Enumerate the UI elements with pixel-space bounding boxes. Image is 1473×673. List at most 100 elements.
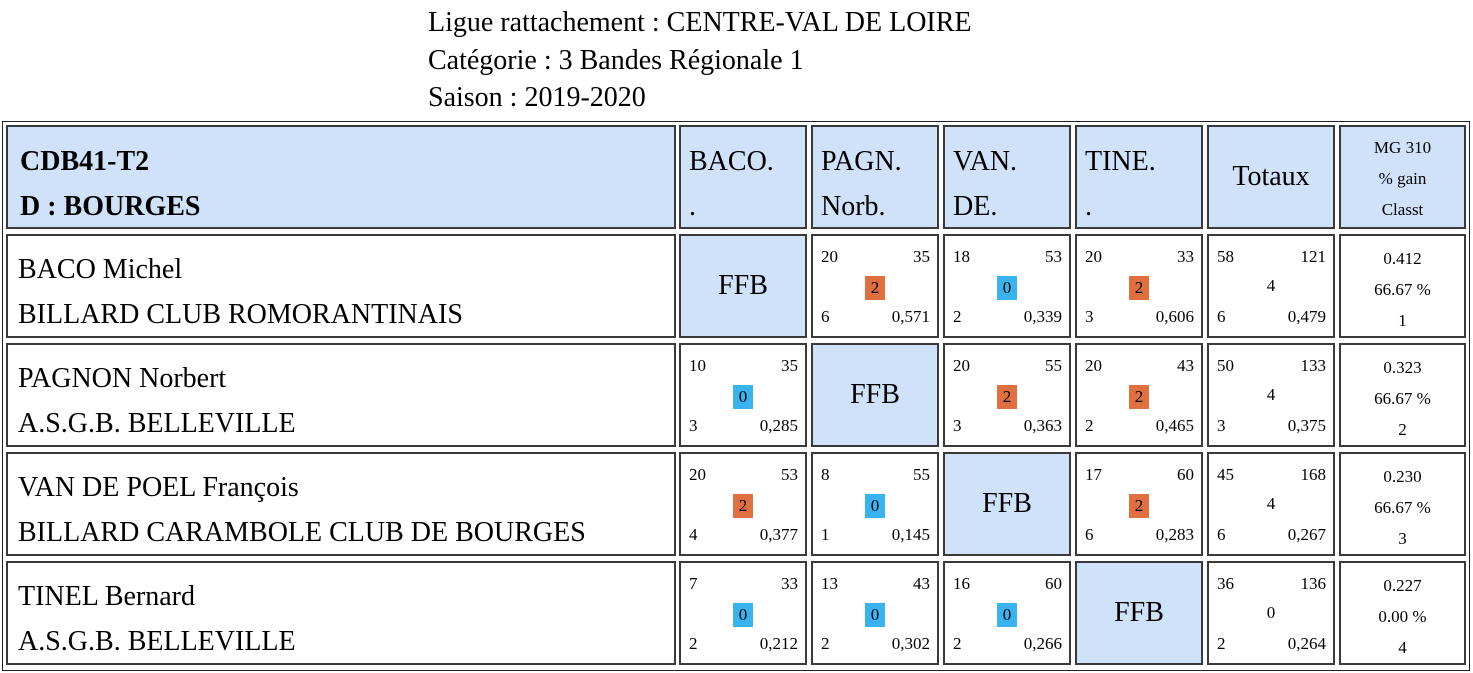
column-header-mg: MG 310 % gain Classt [1339, 125, 1466, 229]
player-name: PAGNON Norbert [18, 363, 227, 394]
match-score-wrap: 2 [813, 276, 937, 300]
match-score-wrap: 2 [1077, 494, 1201, 518]
ffb-label: FFB [850, 379, 900, 410]
player-club: BILLARD CLUB ROMORANTINAIS [18, 299, 463, 330]
gain-value: 66.67 % [1374, 389, 1431, 408]
match-series: 3 [953, 416, 962, 435]
match-reprises: 53 [781, 465, 798, 484]
match-score-badge: 2 [733, 494, 753, 518]
column-header-tinel: TINE. . [1075, 125, 1203, 229]
match-series: 2 [1085, 416, 1094, 435]
totals-cell: 45 168 4 6 0,267 [1207, 452, 1335, 556]
column-header-baco: BACO. . [679, 125, 807, 229]
gain-value: 0.00 % [1378, 607, 1427, 626]
match-moyenne: 0,266 [1023, 634, 1062, 653]
player-club: BILLARD CARAMBOLE CLUB DE BOURGES [18, 517, 586, 548]
column-header-pagnon: PAGN. Norb. [811, 125, 939, 229]
match-result-cell: 20 43 2 2 0,465 [1075, 343, 1203, 447]
match-series: 2 [689, 634, 698, 653]
total-series: 3 [1217, 416, 1226, 435]
match-score-wrap: 2 [681, 494, 805, 518]
match-series: 2 [953, 634, 962, 653]
mg-value: 0.323 [1383, 358, 1422, 377]
total-reprises: 121 [1300, 247, 1327, 266]
column-header-totals: Totaux [1207, 125, 1335, 229]
match-score-badge: 0 [733, 385, 753, 409]
rank-value: 1 [1398, 311, 1407, 330]
match-score-wrap: 0 [681, 603, 805, 627]
mg-value: 0.412 [1383, 249, 1422, 268]
match-reprises: 55 [913, 465, 930, 484]
match-series: 2 [821, 634, 830, 653]
match-result-cell: 20 53 2 4 0,377 [679, 452, 807, 556]
match-points: 20 [1085, 356, 1102, 375]
total-reprises: 168 [1300, 465, 1327, 484]
match-result-cell: 18 53 0 2 0,339 [943, 234, 1071, 338]
match-score-wrap: 2 [1077, 385, 1201, 409]
match-score-badge: 2 [997, 385, 1017, 409]
mg-cell: 0.230 66.67 % 3 [1339, 452, 1466, 556]
mg-header-line: MG 310 [1373, 138, 1432, 157]
player-cell: PAGNON Norbert A.S.G.B. BELLEVILLE [6, 343, 676, 447]
column-header-line1: PAGN. [821, 146, 902, 177]
player-cell: BACO Michel BILLARD CLUB ROMORANTINAIS [6, 234, 676, 338]
match-reprises: 33 [1177, 247, 1194, 266]
match-result-cell: 10 35 0 3 0,285 [679, 343, 807, 447]
total-moyenne: 0,479 [1287, 307, 1326, 326]
match-points: 18 [953, 247, 970, 266]
match-score-badge: 0 [997, 603, 1017, 627]
match-points: 20 [953, 356, 970, 375]
match-reprises: 35 [781, 356, 798, 375]
match-reprises: 43 [1177, 356, 1194, 375]
match-points: 17 [1085, 465, 1102, 484]
match-moyenne: 0,339 [1023, 307, 1062, 326]
match-score-wrap: 0 [813, 603, 937, 627]
gain-value: 66.67 % [1374, 498, 1431, 517]
total-moyenne: 0,264 [1287, 634, 1326, 653]
total-moyenne: 0,267 [1287, 525, 1326, 544]
match-series: 1 [821, 525, 830, 544]
match-series: 6 [821, 307, 830, 326]
match-result-cell: 20 55 2 3 0,363 [943, 343, 1071, 447]
total-score: 4 [1266, 276, 1276, 295]
gain-header-line: % gain [1378, 169, 1427, 188]
self-match-cell: FFB [679, 234, 807, 338]
column-header-line2: . [689, 191, 696, 222]
ffb-label: FFB [982, 488, 1032, 519]
match-moyenne: 0,377 [759, 525, 798, 544]
group-place: D : BOURGES [20, 191, 201, 222]
totals-cell: 58 121 4 6 0,479 [1207, 234, 1335, 338]
column-header-line1: BACO. [689, 146, 774, 177]
total-reprises: 136 [1300, 574, 1327, 593]
player-name: VAN DE POEL François [18, 472, 299, 503]
match-score-badge: 0 [865, 494, 885, 518]
totals-cell: 36 136 0 2 0,264 [1207, 561, 1335, 665]
self-match-cell: FFB [943, 452, 1071, 556]
match-result-cell: 8 55 0 1 0,145 [811, 452, 939, 556]
total-points: 45 [1217, 465, 1234, 484]
results-table: CDB41-T2 D : BOURGES BACO. . PAGN. Norb.… [2, 121, 1470, 671]
match-points: 7 [689, 574, 698, 593]
match-score-wrap: 2 [1077, 276, 1201, 300]
match-score-wrap: 0 [945, 603, 1069, 627]
match-moyenne: 0,212 [759, 634, 798, 653]
match-moyenne: 0,283 [1155, 525, 1194, 544]
match-series: 6 [1085, 525, 1094, 544]
match-points: 10 [689, 356, 706, 375]
match-points: 8 [821, 465, 830, 484]
total-moyenne: 0,375 [1287, 416, 1326, 435]
total-points: 36 [1217, 574, 1234, 593]
total-score: 4 [1266, 385, 1276, 404]
match-score-wrap: 0 [813, 494, 937, 518]
match-reprises: 33 [781, 574, 798, 593]
match-moyenne: 0,285 [759, 416, 798, 435]
total-series: 6 [1217, 525, 1226, 544]
player-name: TINEL Bernard [18, 581, 195, 612]
column-header-line2: . [1085, 191, 1092, 222]
match-score-wrap: 2 [945, 385, 1069, 409]
match-result-cell: 7 33 0 2 0,212 [679, 561, 807, 665]
match-score-badge: 2 [1129, 385, 1149, 409]
match-score-badge: 2 [865, 276, 885, 300]
gain-value: 66.67 % [1374, 280, 1431, 299]
ligue-line: Ligue rattachement : CENTRE-VAL DE LOIRE [428, 7, 972, 38]
